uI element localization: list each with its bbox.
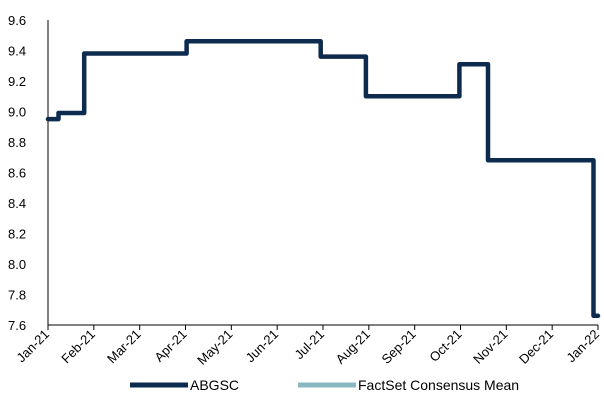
x-tick-label: Feb-21 [58, 327, 98, 367]
y-axis: 9.6 9.4 9.2 9.0 8.8 8.6 8.4 8.2 8.0 7.8 7.6 [8, 13, 49, 333]
y-tick-label: 8.4 [8, 196, 26, 211]
x-tick-label: Aug-21 [333, 327, 373, 367]
x-tick-label: Nov-21 [470, 327, 510, 367]
x-tick-label: Sep-21 [379, 327, 419, 367]
y-tick-label: 9.0 [8, 105, 26, 120]
x-tick-label: Jun-21 [243, 327, 282, 366]
legend-label-1: FactSet Consensus Mean [358, 377, 519, 393]
y-tick-label: 7.6 [8, 318, 26, 333]
x-tick-label: Jul-21 [291, 327, 327, 363]
x-axis: Jan-21 Feb-21 Mar-21 Apr-21 May-21 Jun-21 Jul-… [13, 324, 602, 368]
legend: ABGSC FactSet Consensus Mean [130, 377, 519, 393]
x-tick-label: Oct-21 [426, 327, 464, 365]
y-tick-label: 8.0 [8, 257, 26, 272]
series-layer [45, 39, 601, 319]
y-tick-label: 8.6 [8, 166, 26, 181]
y-tick-label: 8.2 [8, 227, 26, 242]
legend-label-0: ABGSC [190, 377, 239, 393]
x-tick-label: Mar-21 [104, 327, 144, 367]
y-tick-label: 8.8 [8, 135, 26, 150]
series-line-0 [45, 39, 601, 319]
y-tick-label: 7.8 [8, 288, 26, 303]
x-tick-label: May-21 [194, 327, 235, 368]
y-tick-label: 9.6 [8, 13, 26, 28]
y-tick-label: 9.4 [8, 44, 26, 59]
x-tick-label: Jan-22 [563, 327, 602, 366]
x-tick-label: Apr-21 [151, 327, 189, 365]
x-tick-label: Dec-21 [516, 327, 556, 367]
y-tick-label: 9.2 [8, 74, 26, 89]
